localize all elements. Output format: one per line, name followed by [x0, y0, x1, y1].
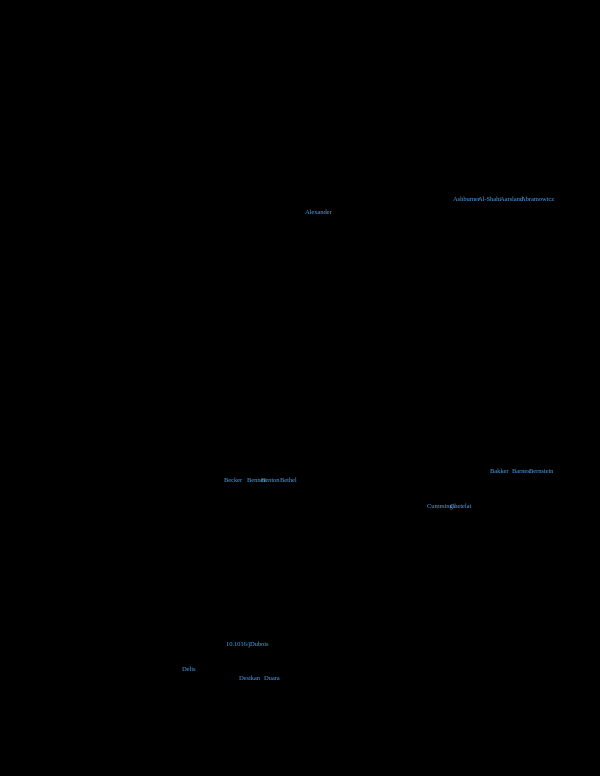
citation-link[interactable]: Abramowicz [521, 196, 555, 203]
citation-link[interactable]: Aarsland [500, 196, 524, 203]
hidden-block-middle: Document body text rendered in black on … [60, 230, 316, 238]
citation-link[interactable]: Cummings [427, 503, 456, 510]
citation-link[interactable]: Alexander [305, 209, 332, 216]
citation-link[interactable]: Bethel [280, 477, 297, 484]
citation-link[interactable]: 10.1016/j [226, 641, 251, 648]
citation-link[interactable]: Bakker [490, 468, 509, 475]
citation-link[interactable]: Chetelat [450, 503, 472, 510]
hidden-block-bottom: Document body text rendered in black on … [60, 692, 316, 700]
citation-link[interactable]: Bernstein [529, 468, 554, 475]
citation-link[interactable]: Bennett [247, 477, 267, 484]
citation-link[interactable]: Al-Shahi [478, 196, 502, 203]
citation-link[interactable]: Ashburner [453, 196, 480, 203]
hidden-block-lower: Document body text rendered in black on … [60, 520, 316, 528]
hidden-block-top: Document body text rendered in black on … [60, 24, 316, 32]
citation-link[interactable]: Desikan [239, 675, 260, 682]
citation-link[interactable]: Barnes [512, 468, 530, 475]
citation-link[interactable]: Dubois [250, 641, 269, 648]
citation-link[interactable]: Delis [182, 666, 196, 673]
citation-link[interactable]: Benton [261, 477, 280, 484]
citation-link[interactable]: Duara [264, 675, 280, 682]
citation-link[interactable]: Becker [224, 477, 243, 484]
